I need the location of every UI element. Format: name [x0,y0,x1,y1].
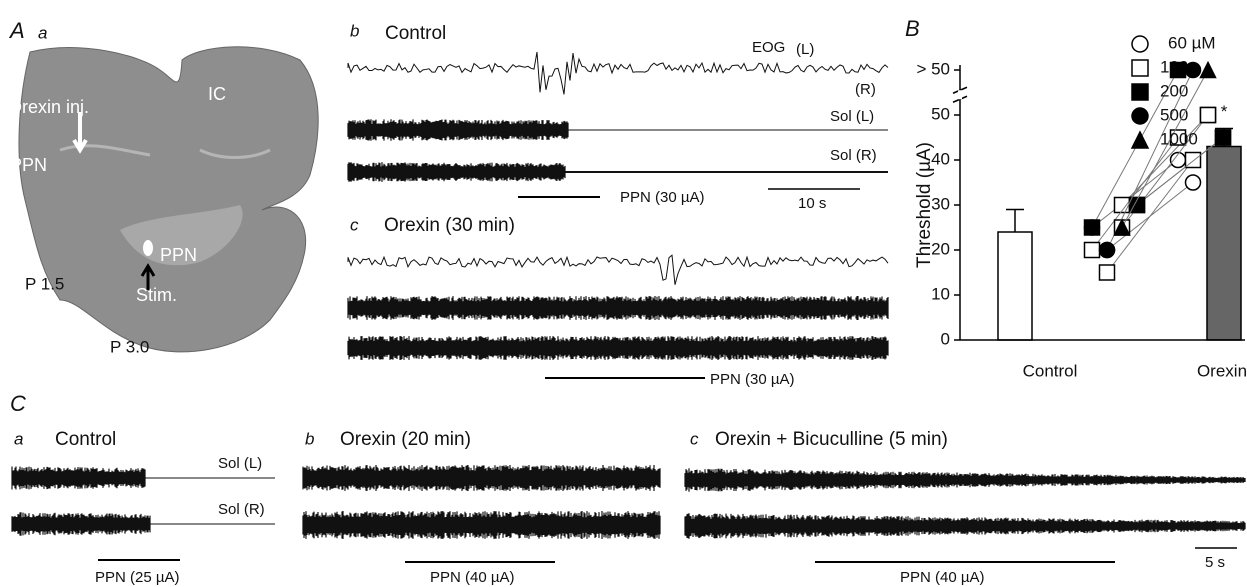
y-tick-label: 10 [931,284,950,303]
x-tick-label: Control [1023,361,1078,380]
emg-trace [11,466,146,490]
stim-site [143,240,153,256]
subpanel-title: Control [55,429,116,450]
y-tick-label: 50 [931,104,950,123]
subpanel-label: c [690,429,699,448]
significance: * [1221,102,1228,121]
annotation: P 1.5 [25,274,64,293]
individual-point [1113,218,1131,236]
legend-marker [1131,59,1149,77]
pair-line [1121,114,1209,206]
y-tick-label: 0 [941,329,950,348]
individual-point [1169,61,1187,79]
panel-label: C [10,391,26,416]
emg-trace [302,465,661,491]
subpanel-label: a [14,429,23,448]
trace-label: EOG [752,39,785,56]
scale-label: 10 s [798,195,826,212]
bar [1206,145,1242,341]
pair-line [1121,69,1209,228]
subpanel-title: Orexin + Bicuculline (5 min) [715,429,948,450]
axis-break-gap [958,90,962,100]
pair-line [1091,137,1179,251]
emg-trace [347,336,889,360]
annotation: IC [208,84,226,104]
emg-trace [11,512,151,536]
annotation: Stim. [136,285,177,305]
annotation: PPN [160,245,197,265]
individual-point [1199,60,1217,79]
emg-trace [684,468,1246,492]
legend-marker [1131,35,1149,53]
annotation: Orexin inj. [8,97,89,117]
stim-label: PPN (40 µA) [430,569,515,586]
legend-label: 200 [1160,81,1188,100]
emg-trace [684,513,1246,539]
legend-label: 500 [1160,105,1188,124]
legend-label: 60 µM [1168,33,1216,52]
subpanel-title: Orexin (20 min) [340,429,471,450]
subpanel-label: b [350,21,359,40]
trace-label: Sol (L) [218,455,262,472]
legend-label: 1000 [1160,129,1198,148]
panel-label: B [905,16,920,41]
legend-marker [1130,130,1150,149]
stim-label: PPN (25 µA) [95,569,180,586]
legend-marker [1131,83,1149,101]
individual-point [1169,129,1187,146]
emg-trace [347,119,569,141]
stim-arrow [140,263,156,290]
stim-label: PPN (30 µA) [710,371,795,388]
individual-point [1083,219,1101,236]
individual-point [1098,264,1116,281]
trace-label: Sol (R) [218,501,265,518]
emg-trace [302,511,661,539]
y-tick-label: 20 [931,239,950,258]
x-tick-label: Orexin [1197,361,1247,380]
y-tick-label: 40 [931,149,950,168]
scale-label: 5 s [1205,554,1225,571]
stim-label: PPN (40 µA) [900,569,985,586]
individual-point [1199,106,1217,124]
pair-line [1106,159,1194,273]
individual-point [1214,129,1232,146]
eog-trace [347,254,889,285]
individual-point [1184,61,1202,79]
legend-marker [1131,107,1149,125]
annotation: PPN [10,155,47,175]
individual-point [1184,174,1202,191]
pair-line [1136,137,1224,206]
y-axis-title: Threshold (µA) [914,142,935,268]
injection-arrow [72,112,88,154]
slice-structure [59,144,271,159]
y-tick-label: 30 [931,194,950,213]
trace-label: Sol (L) [830,108,874,125]
trace-label: (L) [796,41,814,58]
y-tick-label: > 50 [916,59,950,78]
trace-label: Sol (R) [830,147,877,164]
subpanel-label: a [38,23,47,42]
subpanel-label: b [305,429,314,448]
subpanel-title: Control [385,23,446,44]
bar [997,231,1033,341]
subpanel-title: Orexin (30 min) [384,215,515,236]
brain-slice [18,46,319,353]
annotation: P 3.0 [110,337,149,356]
stim-label: PPN (30 µA) [620,189,705,206]
individual-point [1128,196,1146,214]
individual-point [1098,241,1116,259]
emg-trace [347,162,566,182]
subpanel-label: c [350,215,359,234]
individual-point [1083,241,1101,259]
eog-trace [347,51,889,95]
emg-trace [347,296,889,320]
panel-label: A [8,18,25,43]
trace-label: (R) [855,81,876,98]
